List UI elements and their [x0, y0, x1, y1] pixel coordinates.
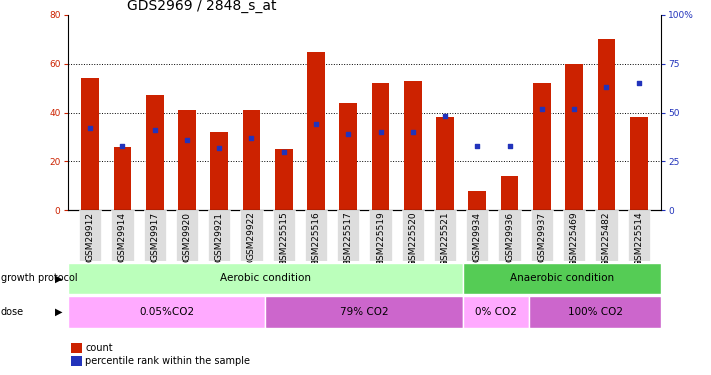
Bar	[630, 117, 648, 210]
Text: GSM225521: GSM225521	[441, 211, 449, 266]
Point	[375, 129, 386, 135]
Text: GSM29937: GSM29937	[538, 211, 546, 261]
FancyBboxPatch shape	[370, 210, 392, 261]
Text: GSM225482: GSM225482	[602, 211, 611, 266]
Bar	[464, 262, 661, 294]
Bar	[339, 103, 357, 210]
FancyBboxPatch shape	[240, 210, 262, 261]
Point	[181, 137, 193, 143]
Text: GSM29922: GSM29922	[247, 211, 256, 260]
Text: 79% CO2: 79% CO2	[340, 307, 389, 317]
Bar	[242, 110, 260, 210]
Bar	[68, 296, 265, 328]
Text: Aerobic condition: Aerobic condition	[220, 273, 311, 284]
Text: Anaerobic condition: Anaerobic condition	[510, 273, 614, 284]
Bar	[210, 132, 228, 210]
Text: GSM225469: GSM225469	[570, 211, 579, 266]
Point	[568, 106, 579, 112]
FancyBboxPatch shape	[337, 210, 359, 261]
Bar	[81, 78, 99, 210]
FancyBboxPatch shape	[79, 210, 101, 261]
Bar	[114, 147, 132, 210]
Text: dose: dose	[1, 307, 24, 317]
Point	[310, 121, 321, 127]
Text: GSM225515: GSM225515	[279, 211, 288, 266]
Point	[278, 148, 289, 154]
Text: ▶: ▶	[55, 273, 62, 284]
Point	[117, 142, 128, 148]
Point	[439, 113, 451, 119]
Bar	[275, 149, 293, 210]
Text: GSM29934: GSM29934	[473, 211, 482, 261]
FancyBboxPatch shape	[434, 210, 456, 261]
Text: GSM225517: GSM225517	[343, 211, 353, 266]
Bar	[178, 110, 196, 210]
Point	[536, 106, 547, 112]
FancyBboxPatch shape	[305, 210, 327, 261]
Text: count: count	[85, 343, 113, 352]
Point	[246, 135, 257, 141]
Text: percentile rank within the sample: percentile rank within the sample	[85, 356, 250, 366]
Text: GSM225520: GSM225520	[408, 211, 417, 266]
Bar	[469, 190, 486, 210]
FancyBboxPatch shape	[530, 210, 553, 261]
Text: GSM29912: GSM29912	[85, 211, 95, 261]
Text: 0.05%CO2: 0.05%CO2	[139, 307, 194, 317]
Bar	[464, 296, 529, 328]
Text: GDS2969 / 2848_s_at: GDS2969 / 2848_s_at	[127, 0, 277, 13]
Text: GSM29914: GSM29914	[118, 211, 127, 261]
Bar	[404, 81, 422, 210]
Point	[149, 127, 161, 133]
Bar	[68, 262, 464, 294]
Point	[85, 125, 96, 131]
Text: GSM225516: GSM225516	[311, 211, 321, 266]
Text: 100% CO2: 100% CO2	[568, 307, 623, 317]
Text: GSM29936: GSM29936	[505, 211, 514, 261]
FancyBboxPatch shape	[402, 210, 424, 261]
FancyBboxPatch shape	[176, 210, 198, 261]
Point	[213, 145, 225, 151]
FancyBboxPatch shape	[208, 210, 230, 261]
FancyBboxPatch shape	[466, 210, 488, 261]
Point	[343, 131, 354, 137]
Point	[633, 80, 644, 86]
Bar	[372, 83, 390, 210]
Text: GSM29917: GSM29917	[150, 211, 159, 261]
FancyBboxPatch shape	[563, 210, 585, 261]
FancyBboxPatch shape	[595, 210, 618, 261]
Bar	[436, 117, 454, 210]
Text: GSM29920: GSM29920	[183, 211, 191, 261]
Bar	[307, 52, 325, 210]
Bar	[501, 176, 518, 210]
FancyBboxPatch shape	[111, 210, 134, 261]
Text: GSM225519: GSM225519	[376, 211, 385, 266]
Point	[471, 142, 483, 148]
Bar	[597, 39, 615, 210]
Bar	[533, 83, 551, 210]
Text: 0% CO2: 0% CO2	[476, 307, 518, 317]
Bar	[529, 296, 661, 328]
Point	[601, 84, 612, 90]
Bar	[265, 296, 464, 328]
Bar	[565, 64, 583, 210]
Point	[504, 142, 515, 148]
FancyBboxPatch shape	[498, 210, 520, 261]
Text: ▶: ▶	[55, 307, 62, 317]
Point	[407, 129, 419, 135]
Text: growth protocol: growth protocol	[1, 273, 77, 284]
FancyBboxPatch shape	[628, 210, 650, 261]
Text: GSM29921: GSM29921	[215, 211, 224, 261]
Bar	[146, 96, 164, 210]
FancyBboxPatch shape	[144, 210, 166, 261]
Text: GSM225514: GSM225514	[634, 211, 643, 266]
FancyBboxPatch shape	[272, 210, 295, 261]
